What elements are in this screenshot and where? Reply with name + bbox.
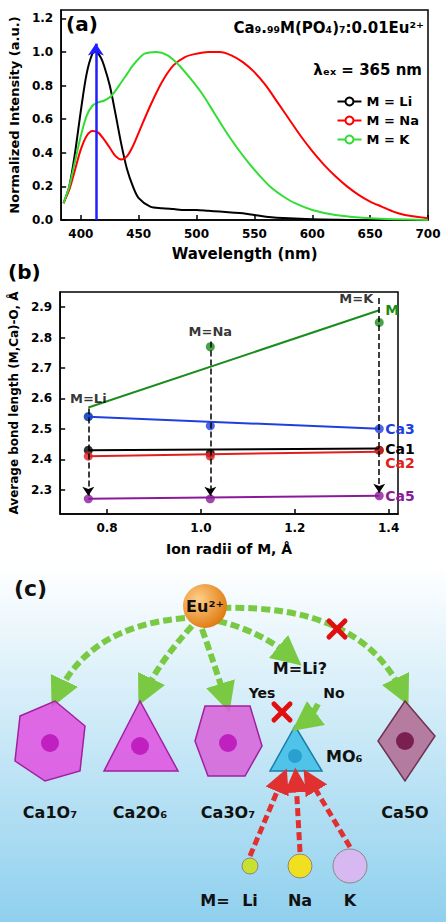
svg-text:2.6: 2.6 (31, 391, 52, 405)
svg-text:700: 700 (415, 227, 440, 241)
svg-text:Wavelength (nm): Wavelength (nm) (172, 245, 318, 263)
svg-text:1.2: 1.2 (32, 11, 53, 25)
svg-text:550: 550 (242, 227, 267, 241)
svg-text:Li: Li (242, 891, 258, 910)
svg-text:Ion radii of M, Å: Ion radii of M, Å (166, 541, 292, 557)
svg-text:M = Na: M = Na (366, 113, 419, 128)
svg-text:(b): (b) (8, 260, 41, 284)
svg-text:Eu²⁺: Eu²⁺ (186, 597, 224, 616)
svg-text:Ca1: Ca1 (385, 440, 415, 457)
svg-text:λₑₓ = 365 nm: λₑₓ = 365 nm (313, 61, 422, 79)
svg-text:2.3: 2.3 (31, 483, 52, 497)
svg-text:Ca2: Ca2 (385, 455, 414, 471)
svg-text:M = Li: M = Li (366, 94, 412, 109)
svg-text:Ca5O: Ca5O (381, 803, 428, 822)
svg-text:0.0: 0.0 (32, 213, 53, 227)
svg-text:M = K: M = K (366, 132, 410, 147)
svg-text:No: No (323, 685, 345, 701)
svg-text:0.2: 0.2 (32, 179, 53, 193)
svg-text:Ca2O₆: Ca2O₆ (113, 803, 167, 822)
svg-text:Average bond length (M,Ca)-O,: Average bond length (M,Ca)-O, Å (6, 291, 21, 515)
svg-text:(a): (a) (66, 12, 98, 36)
svg-text:1.0: 1.0 (32, 45, 53, 59)
svg-text:0.6: 0.6 (32, 112, 53, 126)
svg-text:2.9: 2.9 (31, 300, 52, 314)
svg-text:2.8: 2.8 (31, 331, 52, 345)
svg-text:1.2: 1.2 (284, 521, 305, 535)
svg-text:MO₆: MO₆ (326, 747, 363, 766)
svg-text:450: 450 (126, 227, 151, 241)
svg-text:Ca₉.₉₉M(PO₄)₇:0.01Eu²⁺: Ca₉.₉₉M(PO₄)₇:0.01Eu²⁺ (234, 19, 424, 37)
svg-text:1.4: 1.4 (378, 521, 399, 535)
svg-text:M=: M= (200, 891, 229, 910)
svg-text:M=Li?: M=Li? (273, 659, 327, 678)
svg-text:M=K: M=K (339, 291, 374, 306)
svg-text:2.4: 2.4 (31, 452, 52, 466)
svg-text:Ca1O₇: Ca1O₇ (23, 803, 77, 822)
svg-text:Ca5: Ca5 (385, 488, 414, 504)
svg-text:1.0: 1.0 (190, 521, 211, 535)
svg-text:0.8: 0.8 (96, 521, 117, 535)
svg-text:Normalized Intensity (a.u.): Normalized Intensity (a.u.) (7, 16, 22, 213)
svg-text:M=Li: M=Li (70, 391, 107, 406)
svg-text:K: K (344, 891, 357, 910)
svg-text:2.7: 2.7 (31, 361, 52, 375)
svg-text:500: 500 (184, 227, 209, 241)
svg-text:600: 600 (300, 227, 325, 241)
svg-text:M=Na: M=Na (189, 324, 232, 339)
svg-text:0.4: 0.4 (32, 146, 53, 160)
svg-text:650: 650 (358, 227, 383, 241)
svg-text:0.8: 0.8 (32, 79, 53, 93)
svg-text:M: M (385, 302, 399, 318)
svg-text:Ca3: Ca3 (385, 421, 414, 437)
svg-text:400: 400 (68, 227, 93, 241)
svg-text:2.5: 2.5 (31, 422, 52, 436)
svg-text:Yes: Yes (248, 685, 276, 701)
svg-text:(c): (c) (14, 576, 47, 601)
svg-text:Ca3O₇: Ca3O₇ (201, 803, 255, 822)
svg-text:Na: Na (288, 891, 312, 910)
